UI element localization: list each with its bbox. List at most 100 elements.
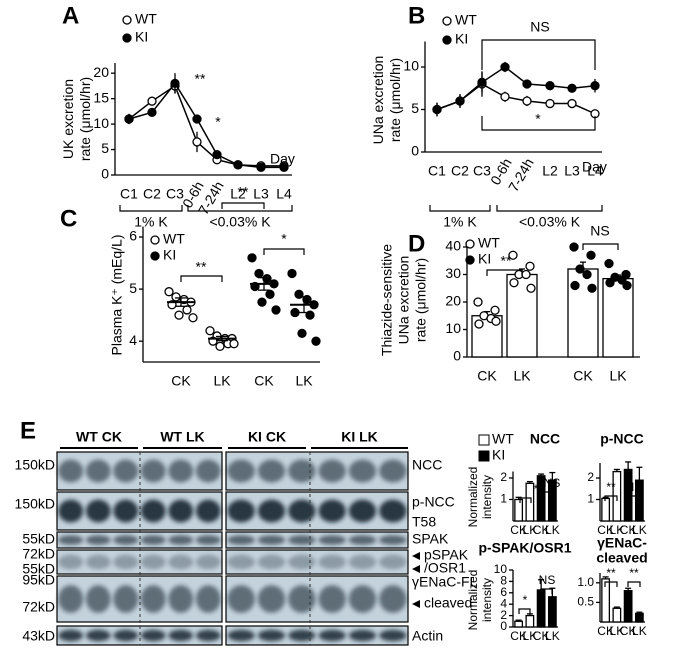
- data-point: [570, 280, 580, 291]
- x-tick-label: LK: [610, 624, 625, 638]
- significance-bracket: [627, 581, 641, 587]
- legend-label: KI: [135, 29, 148, 45]
- panel-letter: E: [20, 417, 36, 444]
- blot-band: [379, 459, 407, 483]
- blot-band: [85, 499, 111, 523]
- data-point: [473, 297, 483, 307]
- annotation: *: [281, 231, 287, 247]
- blot-band: [195, 585, 221, 613]
- annotation: **: [195, 71, 206, 87]
- blot-band: [168, 499, 194, 523]
- legend-label: KI: [492, 447, 505, 463]
- blot-band: [58, 554, 84, 570]
- x-tick-label: C3: [166, 186, 184, 202]
- y-tick-label: 10: [93, 115, 109, 131]
- blot-band: [348, 554, 377, 570]
- legend-marker: [122, 15, 132, 25]
- y-tick-label: 6: [500, 585, 507, 599]
- data-point: [522, 96, 532, 106]
- mw-marker: 150kD: [15, 496, 55, 512]
- significance-bracket: [263, 248, 305, 255]
- group-label: 1% K: [134, 214, 168, 230]
- data-point: [311, 336, 321, 346]
- significance-bracket: [604, 581, 618, 587]
- annotation: **: [501, 253, 512, 269]
- blot-group-label: KI LK: [341, 429, 378, 445]
- significance-bracket: [627, 495, 641, 501]
- legend-label: KI: [455, 31, 468, 47]
- x-tick-label: L4: [587, 163, 603, 179]
- significance-bracket: [604, 495, 618, 501]
- x-tick-label: CK: [254, 373, 274, 389]
- band-arrow: [412, 552, 420, 560]
- band-arrow: [412, 600, 420, 608]
- legend-label: WT: [135, 11, 157, 27]
- data-point: [474, 319, 484, 329]
- x-tick-label: CK: [533, 523, 550, 537]
- legend-label: WT: [455, 12, 477, 28]
- blot-band: [227, 459, 255, 483]
- data-point: [257, 297, 267, 307]
- y-tick-label: 5: [411, 100, 419, 116]
- series-line: [128, 82, 284, 169]
- blot-band: [348, 629, 377, 642]
- data-point: [287, 268, 297, 279]
- chart-title: p-SPAK/OSR1: [478, 540, 571, 556]
- bar: [602, 277, 634, 358]
- y-tick-label: 0.5: [577, 595, 594, 609]
- x-tick-label: CK: [477, 368, 497, 384]
- x-tick-label: CK: [620, 624, 637, 638]
- x-tick-label: LK: [213, 373, 231, 389]
- data-point: [247, 253, 257, 263]
- legend-swatch: [478, 434, 490, 446]
- x-axis-label: Day: [270, 151, 295, 167]
- group-bracket: [496, 205, 603, 212]
- significance-bracket: [582, 243, 619, 250]
- blot-band: [257, 535, 286, 545]
- bar: [623, 468, 633, 522]
- data-point: [545, 98, 555, 109]
- blot-row: [225, 575, 409, 623]
- y-axis-label: Plasma K⁺ (mEq/L): [109, 235, 125, 356]
- x-tick-label: LK: [610, 523, 625, 537]
- y-tick-label: 30: [445, 265, 461, 281]
- legend-marker: [465, 239, 475, 249]
- y-axis-label: UNa excretion: [396, 256, 412, 345]
- x-tick-label: LK: [523, 523, 538, 537]
- blot-band: [168, 585, 194, 613]
- panel-letter: C: [60, 205, 77, 232]
- data-point: [256, 162, 266, 173]
- mw-marker: 55kD: [22, 561, 55, 577]
- data-point: [182, 305, 192, 315]
- x-tick-label: L3: [253, 186, 269, 202]
- blot-band: [379, 629, 407, 642]
- x-tick-label: C1: [428, 163, 446, 179]
- x-tick-label: CK: [597, 624, 614, 638]
- y-axis-label: UK excretion: [60, 79, 76, 159]
- data-point: [229, 339, 239, 349]
- blot-band: [227, 629, 255, 642]
- x-tick-label: CK: [533, 629, 550, 643]
- chart-title: p-NCC: [600, 431, 644, 447]
- blot-band: [58, 585, 84, 613]
- x-tick-label: CK: [510, 523, 527, 537]
- data-point: [567, 98, 577, 109]
- x-tick-label: LK: [545, 629, 560, 643]
- blot-row: [225, 491, 409, 531]
- x-tick-label: LK: [295, 373, 313, 389]
- data-point: [604, 258, 614, 269]
- group-bracket: [187, 205, 293, 212]
- significance-bracket: [221, 202, 265, 209]
- blot-band: [257, 554, 286, 570]
- y-tick-label: 0: [411, 143, 419, 159]
- chart-title: cleaved: [596, 550, 647, 566]
- blot-band: [85, 585, 111, 613]
- y-tick-label: 2: [500, 470, 507, 484]
- y-tick-label: 40: [445, 238, 461, 254]
- y-tick-label: 10: [445, 320, 461, 336]
- band-label: NCC: [412, 457, 442, 473]
- significance-bracket: [481, 39, 596, 70]
- data-point: [575, 264, 585, 274]
- y-tick-label: 10: [494, 562, 508, 576]
- x-tick-label: LK: [609, 368, 627, 384]
